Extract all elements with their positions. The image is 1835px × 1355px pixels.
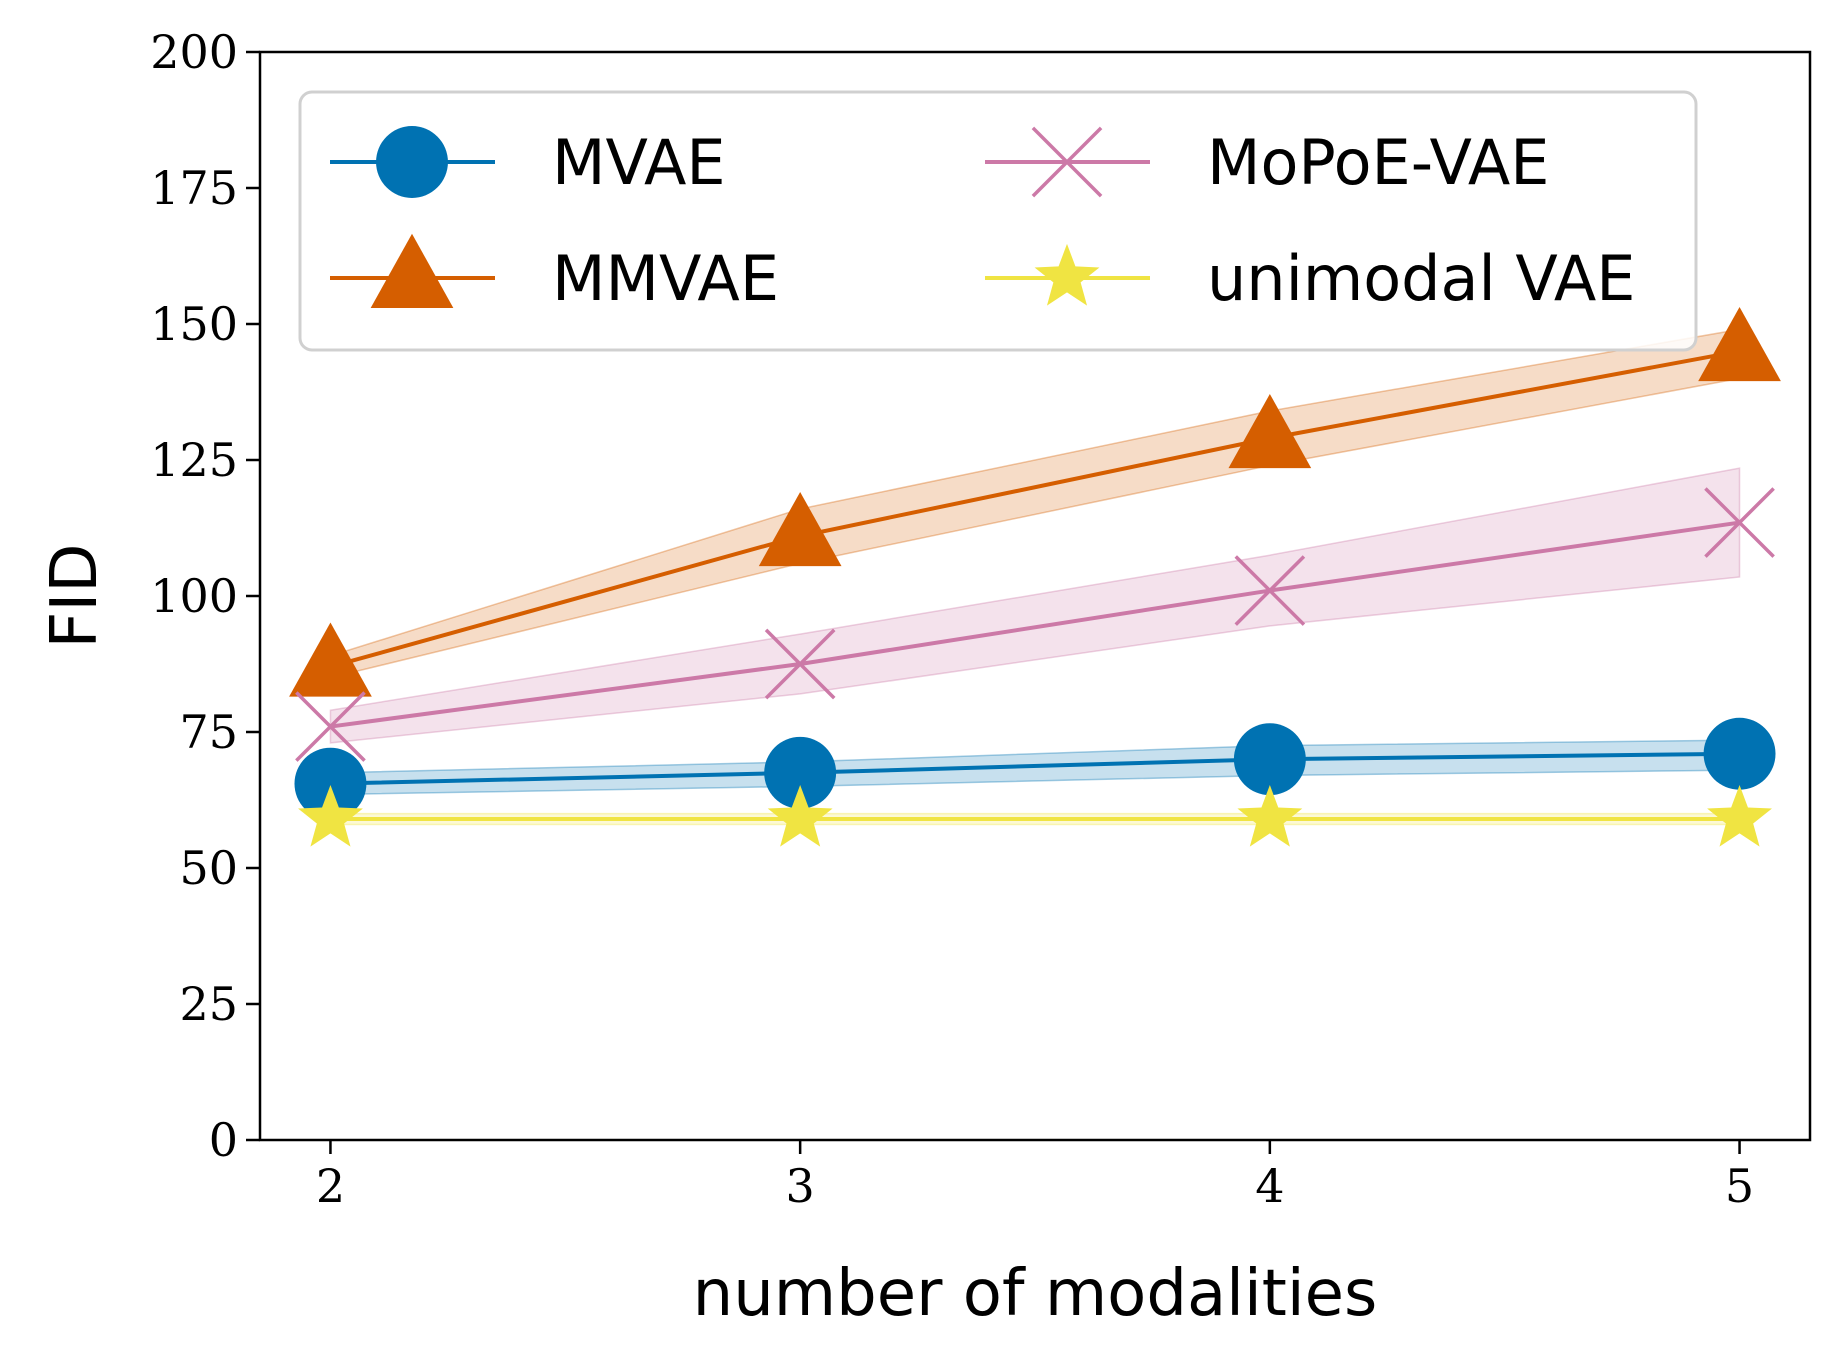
mopoe-vae-line [330, 520, 1740, 729]
legend-marker [376, 126, 448, 198]
y-tick-label: 100 [150, 569, 238, 623]
x-tick-label: 5 [1725, 1159, 1754, 1213]
mopoe-vae-point [1704, 487, 1775, 558]
x-axis-title: number of modalities [693, 1257, 1378, 1331]
mvae-line [330, 751, 1740, 786]
mmvae-line [329, 349, 1740, 669]
mopoe-vae-point [764, 628, 836, 700]
legend-entry-mmvae: MMVAE [330, 233, 779, 315]
x-tick-label: 2 [316, 1159, 345, 1213]
x-tick-label: 4 [1255, 1159, 1284, 1213]
y-axis: 0 25 50 75 100 125 150 175 200 [150, 25, 260, 1167]
legend-marker [370, 233, 454, 308]
legend-marker [1031, 126, 1103, 198]
y-tick-label: 125 [150, 433, 238, 487]
mvae-point [294, 747, 367, 820]
series-markers [289, 306, 1781, 847]
mopoe-vae-point [1234, 555, 1306, 626]
legend-label: MoPoE-VAE [1207, 126, 1549, 199]
y-axis-title: FID [38, 544, 112, 649]
legend-entry-mopoe-vae: MoPoE-VAE [985, 126, 1549, 199]
legend-box [298, 90, 1698, 352]
unimodal-vae-point [1237, 784, 1303, 847]
mvae-point [1233, 723, 1306, 796]
legend-label: unimodal VAE [1207, 242, 1635, 315]
y-tick-label: 150 [150, 297, 238, 351]
y-tick-label: 25 [179, 977, 238, 1031]
mvae-point [1703, 717, 1776, 790]
legend-entry-unimodal-vae: unimodal VAE [985, 242, 1635, 315]
unimodal-vae-point [767, 784, 833, 847]
legend-entry-mvae: MVAE [330, 126, 726, 199]
legend-label: MMVAE [552, 242, 779, 315]
series-lines [329, 349, 1740, 822]
y-tick-label: 200 [150, 25, 238, 79]
y-tick-label: 75 [179, 705, 238, 759]
legend-label: MVAE [552, 126, 726, 199]
legend: MVAE MMVAE MoPoE-VAE unimodal VAE [298, 90, 1698, 352]
mopoe-vae-band [329, 467, 1741, 744]
y-tick-label: 50 [179, 841, 238, 895]
unimodal-vae-point [298, 784, 363, 847]
y-tick-label: 0 [209, 1113, 238, 1167]
mvae-point [764, 736, 837, 809]
legend-marker [1034, 243, 1100, 306]
mmvae-point [1228, 394, 1312, 469]
y-tick-label: 175 [150, 161, 238, 215]
mmvae-point [1698, 306, 1781, 382]
unimodal-vae-point [1707, 784, 1772, 847]
x-axis: 2 3 4 5 [316, 1140, 1754, 1213]
x-tick-label: 3 [786, 1159, 815, 1213]
mmvae-point [289, 622, 372, 697]
mopoe-vae-point [295, 691, 366, 762]
mmvae-point [758, 491, 842, 567]
